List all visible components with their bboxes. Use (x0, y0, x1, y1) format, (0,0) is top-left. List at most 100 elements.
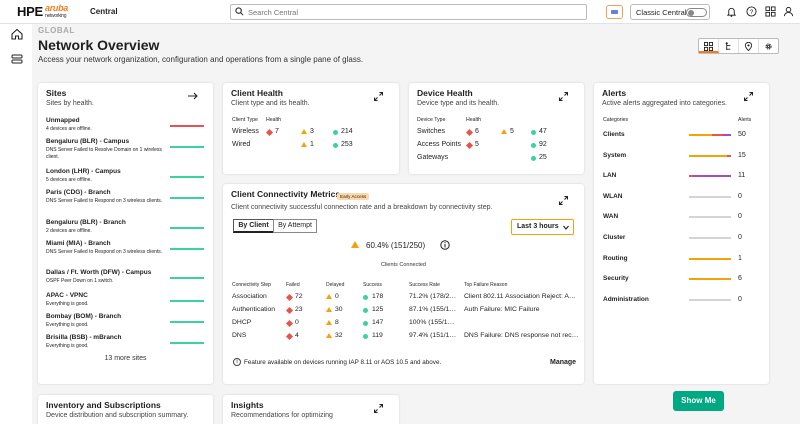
table-cell[interactable]: 32 (335, 332, 343, 339)
alert-bar-segment (693, 175, 731, 178)
table-cell[interactable]: 23 (295, 306, 303, 313)
table-cell[interactable]: 30 (335, 306, 343, 313)
healthy-count[interactable]: 253 (341, 141, 353, 148)
site-row[interactable]: Unmapped 4 devices are offline. (38, 117, 213, 137)
site-row[interactable]: Paris (CDG) - Branch DNS Server Failed to… (38, 189, 213, 209)
alert-bar-track (689, 216, 731, 219)
site-status-text: 4 devices are offline. (46, 126, 92, 132)
toggle-switch[interactable] (686, 8, 707, 17)
site-row[interactable]: Dallas / Ft. Worth (DFW) - Campus OSPF Pe… (38, 269, 213, 289)
expand-icon[interactable] (744, 92, 753, 101)
tab-by-client[interactable]: By Client (233, 219, 274, 233)
alert-category[interactable]: Administration (603, 295, 649, 303)
table-cell[interactable]: 0 (335, 293, 339, 300)
success-icon (363, 321, 368, 326)
alert-count: 0 (738, 213, 742, 221)
alert-count: 0 (738, 192, 742, 200)
critical-count[interactable]: 6 (475, 128, 479, 135)
warning-count[interactable]: 5 (510, 128, 514, 135)
table-cell[interactable]: 119 (372, 332, 383, 339)
table-column-header: Failed (286, 282, 300, 288)
insights-card[interactable]: Insights Recommendations for optimizing (223, 395, 399, 424)
topology-view-button[interactable] (719, 39, 739, 53)
table-cell[interactable]: 147 (372, 319, 384, 326)
critical-count[interactable]: 5 (475, 141, 479, 148)
sites-card[interactable]: Sites Sites by health. Unmapped 4 devices… (38, 83, 213, 384)
alert-category[interactable]: Routing (603, 254, 628, 262)
manage-menu-icon[interactable] (11, 53, 23, 65)
warning-count[interactable]: 3 (310, 128, 314, 135)
search-input[interactable] (248, 6, 578, 18)
clients-connected-label: Clients Connected (381, 262, 426, 268)
site-name: Bengaluru (BLR) - Campus (46, 138, 130, 145)
site-health-bar (170, 321, 204, 323)
show-me-button[interactable]: Show Me (673, 391, 724, 411)
alert-category[interactable]: LAN (603, 172, 617, 180)
expand-icon[interactable] (374, 92, 383, 101)
table-cell[interactable]: 72 (295, 293, 303, 300)
home-icon[interactable] (11, 28, 23, 40)
site-name: Bengaluru (BLR) - Branch (46, 219, 126, 226)
chat-icon[interactable] (606, 5, 623, 19)
table-cell[interactable]: 125 (372, 306, 384, 313)
manage-link[interactable]: Manage (550, 359, 577, 366)
success-icon (363, 308, 368, 313)
site-row[interactable]: Bombay (BOM) - Branch Everything is good. (38, 313, 213, 333)
table-cell[interactable]: 0 (295, 319, 299, 326)
site-row[interactable]: APAC - VPNC Everything is good. (38, 292, 213, 312)
site-row[interactable]: London (LHR) - Campus 5 devices are offli… (38, 168, 213, 188)
table-cell: DNS Failure: DNS response not rec… (464, 332, 579, 339)
alert-category[interactable]: System (603, 151, 627, 159)
alert-category[interactable]: WLAN (603, 192, 623, 200)
health-type-label: Wireless (232, 128, 259, 135)
expand-icon[interactable] (559, 92, 568, 101)
table-cell[interactable]: 4 (295, 332, 299, 339)
expand-icon[interactable] (559, 196, 568, 205)
info-icon[interactable] (440, 240, 450, 250)
classic-central-toggle[interactable]: Classic Central (630, 4, 710, 20)
user-icon[interactable] (783, 6, 794, 17)
help-icon[interactable]: ? (746, 6, 757, 17)
expand-icon[interactable] (374, 404, 383, 413)
table-cell: 71.2% (178/2… (409, 293, 457, 300)
inventory-card[interactable]: Inventory and Subscriptions Device distr… (38, 395, 213, 424)
healthy-count[interactable]: 47 (539, 128, 547, 135)
alert-category[interactable]: WAN (603, 213, 619, 221)
location-pin-icon (744, 42, 753, 51)
alert-category[interactable]: Security (603, 275, 629, 283)
alert-category[interactable]: Clients (603, 131, 625, 138)
site-status-text: Everything is good. (46, 301, 89, 307)
critical-count[interactable]: 7 (275, 128, 279, 135)
warning-count[interactable]: 1 (310, 141, 314, 148)
table-cell[interactable]: 8 (335, 319, 339, 326)
more-sites-link[interactable]: 13 more sites (104, 355, 147, 362)
hpe-aruba-logo[interactable]: HPE aruba networking (17, 3, 69, 19)
site-row[interactable]: Brisilla (BSB) - mBranch Everything is go… (38, 334, 213, 354)
alerts-card[interactable]: Alerts Active alerts aggregated into cat… (594, 83, 769, 384)
bell-icon[interactable] (726, 6, 737, 17)
delayed-icon (326, 294, 332, 299)
health-type-label: Gateways (417, 154, 449, 161)
map-view-button[interactable] (739, 39, 759, 53)
alert-count: 1 (738, 254, 742, 262)
connectivity-card[interactable]: Client Connectivity Metrics Early Access… (223, 184, 584, 384)
search-box[interactable] (230, 4, 587, 20)
settings-view-button[interactable] (759, 39, 779, 53)
healthy-count[interactable]: 25 (539, 154, 547, 161)
healthy-count[interactable]: 92 (539, 141, 547, 148)
grid-view-button[interactable] (699, 39, 719, 53)
healthy-count[interactable]: 214 (341, 128, 353, 135)
table-cell[interactable]: 178 (372, 293, 384, 300)
site-row[interactable]: Miami (MIA) - Branch DNS Server Failed to… (38, 240, 213, 260)
tab-by-attempt[interactable]: By Attempt (273, 219, 317, 233)
alert-category[interactable]: Cluster (603, 234, 626, 241)
site-row[interactable]: Bengaluru (BLR) - Branch 2 devices are of… (38, 219, 213, 239)
device-health-card[interactable]: Device Health Device type and its health… (409, 83, 584, 174)
site-row[interactable]: Bengaluru (BLR) - Campus DNS Server Faile… (38, 138, 213, 160)
time-range-select[interactable]: Last 3 hours (511, 219, 574, 235)
warning-icon (351, 241, 359, 248)
client-health-card[interactable]: Client Health Client type and its health… (223, 83, 399, 174)
arrow-right-icon[interactable] (188, 92, 198, 100)
apps-grid-icon[interactable] (765, 6, 776, 17)
alert-bar-segment (723, 134, 731, 136)
